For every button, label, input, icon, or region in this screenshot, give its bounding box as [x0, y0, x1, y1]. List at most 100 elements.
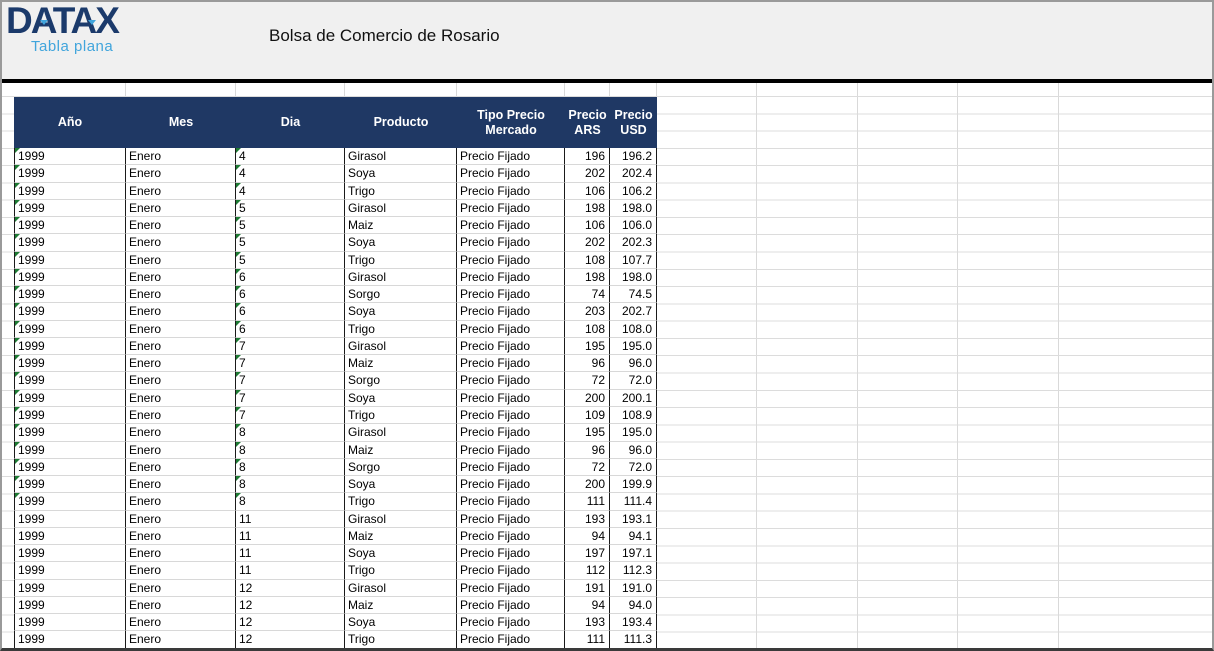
cell-mes[interactable]: Enero	[126, 441, 236, 459]
cell-ano[interactable]: 1999	[14, 337, 126, 356]
cell-mes[interactable]: Enero	[126, 303, 236, 321]
cell-mes[interactable]: Enero	[126, 458, 236, 477]
cell-ars[interactable]: 111	[565, 631, 610, 648]
cell-mes[interactable]: Enero	[126, 510, 236, 528]
cell-producto[interactable]: Maiz	[345, 527, 457, 546]
cell-ars[interactable]: 195	[565, 424, 610, 442]
cell-usd[interactable]: 199.9	[610, 476, 657, 494]
cell-producto[interactable]: Girasol	[345, 337, 457, 356]
cell-ano[interactable]: 1999	[14, 234, 126, 252]
cell-mes[interactable]: Enero	[126, 251, 236, 269]
cell-dia[interactable]: 7	[236, 389, 345, 407]
cell-producto[interactable]: Sorgo	[345, 372, 457, 390]
cell-ano[interactable]: 1999	[14, 165, 126, 183]
cell-ano[interactable]: 1999	[14, 458, 126, 477]
column-header-producto[interactable]: Producto	[345, 97, 457, 148]
cell-dia[interactable]: 12	[236, 631, 345, 648]
cell-ars[interactable]: 202	[565, 165, 610, 183]
cell-usd[interactable]: 94.0	[610, 596, 657, 615]
cell-dia[interactable]: 4	[236, 148, 345, 166]
cell-usd[interactable]: 111.4	[610, 493, 657, 511]
cell-mes[interactable]: Enero	[126, 372, 236, 390]
cell-producto[interactable]: Girasol	[345, 424, 457, 442]
cell-tipo[interactable]: Precio Fijado	[457, 579, 565, 597]
cell-ars[interactable]: 94	[565, 527, 610, 546]
cell-tipo[interactable]: Precio Fijado	[457, 355, 565, 373]
cell-usd[interactable]: 74.5	[610, 286, 657, 304]
cell-dia[interactable]: 11	[236, 545, 345, 563]
cell-producto[interactable]: Soya	[345, 476, 457, 494]
cell-mes[interactable]: Enero	[126, 337, 236, 356]
cell-dia[interactable]: 8	[236, 493, 345, 511]
cell-ano[interactable]: 1999	[14, 441, 126, 459]
cell-mes[interactable]: Enero	[126, 389, 236, 407]
cell-ars[interactable]: 96	[565, 441, 610, 459]
cell-usd[interactable]: 198.0	[610, 199, 657, 218]
cell-ars[interactable]: 96	[565, 355, 610, 373]
cell-mes[interactable]: Enero	[126, 476, 236, 494]
cell-mes[interactable]: Enero	[126, 165, 236, 183]
cell-producto[interactable]: Trigo	[345, 406, 457, 425]
cell-ars[interactable]: 72	[565, 372, 610, 390]
cell-producto[interactable]: Trigo	[345, 631, 457, 648]
cell-mes[interactable]: Enero	[126, 406, 236, 425]
cell-producto[interactable]: Trigo	[345, 562, 457, 580]
cell-dia[interactable]: 12	[236, 596, 345, 615]
cell-ars[interactable]: 197	[565, 545, 610, 563]
cell-mes[interactable]: Enero	[126, 579, 236, 597]
cell-producto[interactable]: Girasol	[345, 268, 457, 287]
cell-tipo[interactable]: Precio Fijado	[457, 182, 565, 200]
cell-mes[interactable]: Enero	[126, 217, 236, 235]
cell-tipo[interactable]: Precio Fijado	[457, 251, 565, 269]
cell-mes[interactable]: Enero	[126, 320, 236, 338]
column-header-usd[interactable]: Precio USD	[610, 97, 657, 148]
cell-ano[interactable]: 1999	[14, 286, 126, 304]
cell-ars[interactable]: 196	[565, 148, 610, 166]
cell-mes[interactable]: Enero	[126, 234, 236, 252]
cell-producto[interactable]: Soya	[345, 614, 457, 632]
cell-usd[interactable]: 195.0	[610, 337, 657, 356]
cell-usd[interactable]: 106.0	[610, 217, 657, 235]
cell-producto[interactable]: Soya	[345, 234, 457, 252]
cell-ars[interactable]: 94	[565, 596, 610, 615]
cell-ano[interactable]: 1999	[14, 355, 126, 373]
cell-tipo[interactable]: Precio Fijado	[457, 441, 565, 459]
cell-ano[interactable]: 1999	[14, 527, 126, 546]
cell-mes[interactable]: Enero	[126, 562, 236, 580]
cell-producto[interactable]: Girasol	[345, 148, 457, 166]
cell-usd[interactable]: 72.0	[610, 458, 657, 477]
cell-dia[interactable]: 5	[236, 199, 345, 218]
cell-tipo[interactable]: Precio Fijado	[457, 527, 565, 546]
cell-usd[interactable]: 107.7	[610, 251, 657, 269]
cell-ano[interactable]: 1999	[14, 148, 126, 166]
cell-mes[interactable]: Enero	[126, 355, 236, 373]
cell-producto[interactable]: Maiz	[345, 441, 457, 459]
cell-dia[interactable]: 6	[236, 320, 345, 338]
cell-tipo[interactable]: Precio Fijado	[457, 631, 565, 648]
cell-dia[interactable]: 4	[236, 165, 345, 183]
cell-dia[interactable]: 6	[236, 286, 345, 304]
cell-ano[interactable]: 1999	[14, 424, 126, 442]
cell-tipo[interactable]: Precio Fijado	[457, 320, 565, 338]
cell-usd[interactable]: 198.0	[610, 268, 657, 287]
cell-producto[interactable]: Sorgo	[345, 458, 457, 477]
cell-ars[interactable]: 106	[565, 217, 610, 235]
cell-tipo[interactable]: Precio Fijado	[457, 148, 565, 166]
cell-tipo[interactable]: Precio Fijado	[457, 614, 565, 632]
cell-ano[interactable]: 1999	[14, 406, 126, 425]
cell-producto[interactable]: Trigo	[345, 251, 457, 269]
cell-tipo[interactable]: Precio Fijado	[457, 234, 565, 252]
cell-mes[interactable]: Enero	[126, 148, 236, 166]
cell-tipo[interactable]: Precio Fijado	[457, 286, 565, 304]
cell-ars[interactable]: 111	[565, 493, 610, 511]
cell-tipo[interactable]: Precio Fijado	[457, 199, 565, 218]
cell-ano[interactable]: 1999	[14, 182, 126, 200]
cell-ars[interactable]: 198	[565, 268, 610, 287]
cell-ano[interactable]: 1999	[14, 372, 126, 390]
cell-usd[interactable]: 195.0	[610, 424, 657, 442]
cell-mes[interactable]: Enero	[126, 199, 236, 218]
cell-usd[interactable]: 94.1	[610, 527, 657, 546]
cell-ano[interactable]: 1999	[14, 493, 126, 511]
cell-dia[interactable]: 4	[236, 182, 345, 200]
cell-dia[interactable]: 11	[236, 562, 345, 580]
